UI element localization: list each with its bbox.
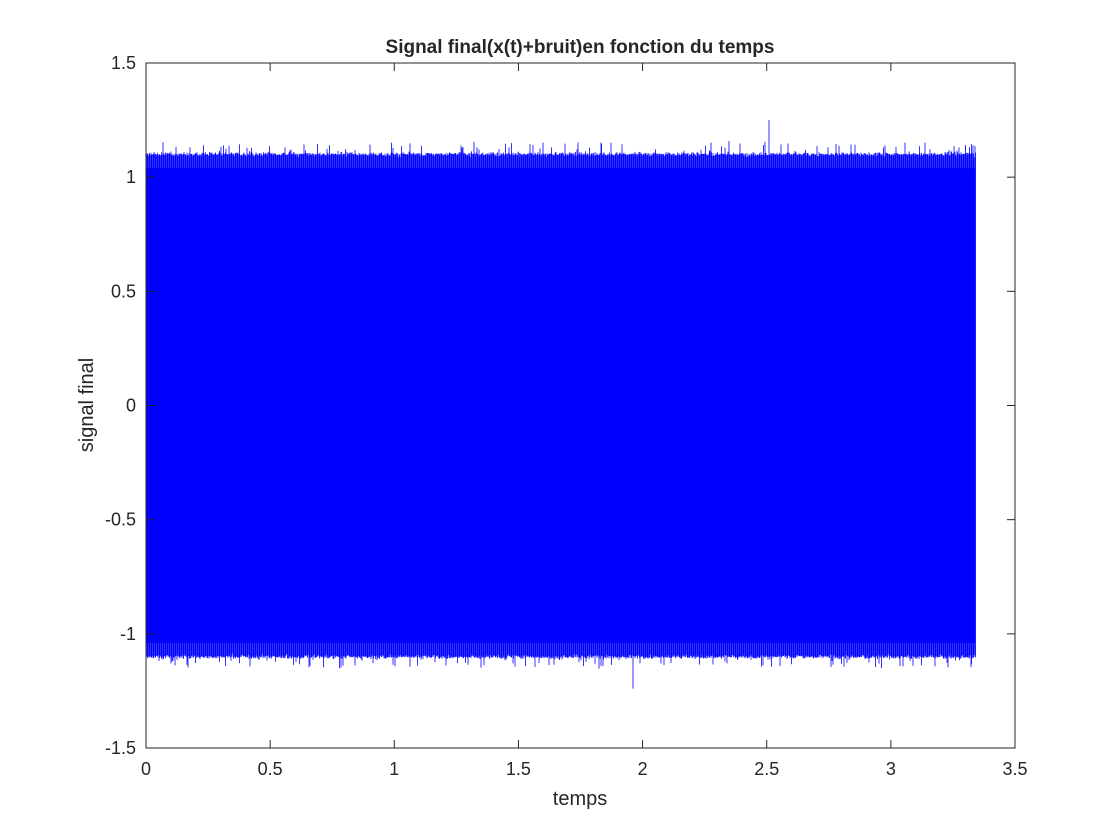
x-tick-label: 2 — [638, 759, 648, 779]
x-tick-label: 2.5 — [754, 759, 779, 779]
y-axis-label: signal final — [76, 358, 98, 453]
x-tick-label: 1.5 — [506, 759, 531, 779]
y-tick-label: 0 — [126, 396, 136, 416]
y-tick-label: 1.5 — [111, 53, 136, 73]
chart-title: Signal final(x(t)+bruit)en fonction du t… — [386, 37, 775, 58]
x-tick-label: 0 — [141, 759, 151, 779]
x-tick-label: 0.5 — [258, 759, 283, 779]
y-tick-label: -0.5 — [105, 510, 136, 530]
y-axis: -1.5 -1 -0.5 0 0.5 1 1.5 — [105, 53, 1015, 758]
signal-series-line — [145, 120, 976, 689]
y-tick-label: 0.5 — [111, 281, 136, 301]
x-tick-label: 1 — [389, 759, 399, 779]
x-tick-label: 3 — [886, 759, 896, 779]
y-tick-label: -1.5 — [105, 738, 136, 758]
y-tick-label: -1 — [120, 624, 136, 644]
x-tick-label: 3.5 — [1002, 759, 1027, 779]
y-tick-label: 1 — [126, 167, 136, 187]
x-axis: 0 0.5 1 1.5 2 2.5 3 3.5 — [141, 63, 1028, 779]
x-axis-label: temps — [553, 788, 607, 810]
